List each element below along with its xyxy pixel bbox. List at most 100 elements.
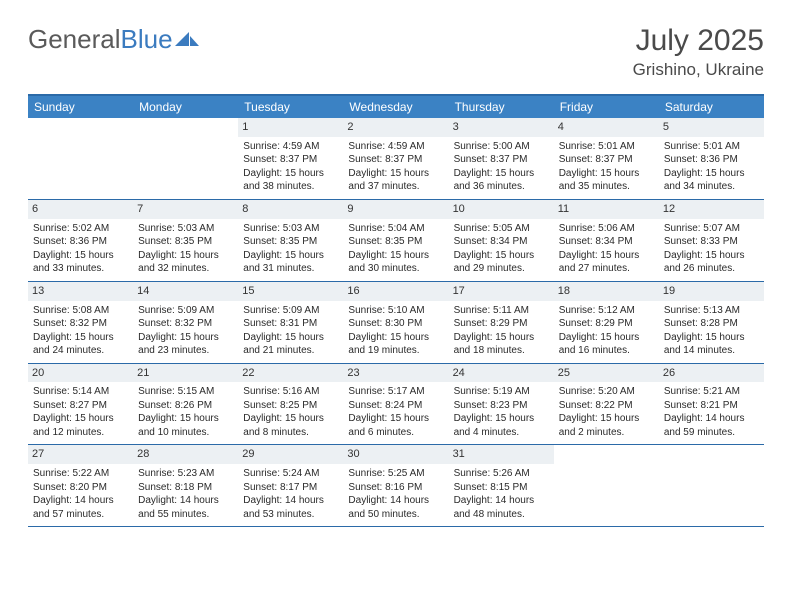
- sunrise-line: Sunrise: 4:59 AM: [348, 140, 443, 154]
- day-cell: 31 Sunrise: 5:26 AMSunset: 8:15 PMDayligh…: [449, 445, 554, 526]
- sunset-line: Sunset: 8:30 PM: [348, 317, 443, 331]
- day-cell: 26Sunrise: 5:21 AMSunset: 8:21 PMDayligh…: [659, 364, 764, 445]
- dayhead-sat: Saturday: [659, 96, 764, 118]
- sunrise-line: Sunrise: 5:08 AM: [33, 304, 128, 318]
- day-number: 30: [343, 445, 448, 464]
- sunset-line: Sunset: 8:37 PM: [454, 153, 549, 167]
- sunrise-line: Sunrise: 5:03 AM: [243, 222, 338, 236]
- logo-text-gray: General: [28, 24, 121, 55]
- daylight-line: Daylight: 15 hours and 35 minutes.: [559, 167, 654, 194]
- sunset-line: Sunset: 8:28 PM: [664, 317, 759, 331]
- sunrise-line: Sunrise: 5:24 AM: [243, 467, 338, 481]
- sunrise-line: Sunrise: 5:02 AM: [33, 222, 128, 236]
- daylight-line: Daylight: 15 hours and 23 minutes.: [138, 331, 233, 358]
- dayhead-sun: Sunday: [28, 96, 133, 118]
- day-number: 25: [554, 364, 659, 383]
- daylight-line: Daylight: 15 hours and 31 minutes.: [243, 249, 338, 276]
- sunrise-line: Sunrise: 5:12 AM: [559, 304, 654, 318]
- sunset-line: Sunset: 8:29 PM: [559, 317, 654, 331]
- sunrise-line: Sunrise: 5:20 AM: [559, 385, 654, 399]
- dayhead-mon: Monday: [133, 96, 238, 118]
- daylight-line: Daylight: 15 hours and 8 minutes.: [243, 412, 338, 439]
- daylight-line: Daylight: 15 hours and 16 minutes.: [559, 331, 654, 358]
- day-cell: 27Sunrise: 5:22 AMSunset: 8:20 PMDayligh…: [28, 445, 133, 526]
- sunrise-line: Sunrise: 5:10 AM: [348, 304, 443, 318]
- sunrise-line: Sunrise: 5:15 AM: [138, 385, 233, 399]
- daylight-line: Daylight: 15 hours and 26 minutes.: [664, 249, 759, 276]
- sunset-line: Sunset: 8:15 PM: [454, 481, 549, 495]
- day-number: 18: [554, 282, 659, 301]
- sunrise-line: Sunrise: 5:13 AM: [664, 304, 759, 318]
- day-number: 31: [449, 445, 554, 464]
- sunset-line: Sunset: 8:32 PM: [138, 317, 233, 331]
- title-block: July 2025 Grishino, Ukraine: [633, 24, 764, 80]
- page: GeneralBlue July 2025 Grishino, Ukraine …: [0, 0, 792, 551]
- daylight-line: Daylight: 15 hours and 27 minutes.: [559, 249, 654, 276]
- dayhead-tue: Tuesday: [238, 96, 343, 118]
- logo-text-blue: Blue: [121, 24, 173, 55]
- daylight-line: Daylight: 15 hours and 37 minutes.: [348, 167, 443, 194]
- daylight-line: Daylight: 14 hours and 57 minutes.: [33, 494, 128, 521]
- daylight-line: Daylight: 15 hours and 36 minutes.: [454, 167, 549, 194]
- day-cell: 19Sunrise: 5:13 AMSunset: 8:28 PMDayligh…: [659, 282, 764, 363]
- sunset-line: Sunset: 8:22 PM: [559, 399, 654, 413]
- daylight-line: Daylight: 15 hours and 6 minutes.: [348, 412, 443, 439]
- daylight-line: Daylight: 14 hours and 48 minutes.: [454, 494, 549, 521]
- sunset-line: Sunset: 8:37 PM: [243, 153, 338, 167]
- daylight-line: Daylight: 15 hours and 34 minutes.: [664, 167, 759, 194]
- day-cell: 18 Sunrise: 5:12 AMSunset: 8:29 PMDayligh…: [554, 282, 659, 363]
- sunrise-line: Sunrise: 5:14 AM: [33, 385, 128, 399]
- sunset-line: Sunset: 8:20 PM: [33, 481, 128, 495]
- week-row: 6 Sunrise: 5:02 AMSunset: 8:36 PM Daylight…: [28, 200, 764, 282]
- day-number: 15: [238, 282, 343, 301]
- day-number: 1: [238, 118, 343, 137]
- day-cell: 3Sunrise: 5:00 AMSunset: 8:37 PMDaylight…: [449, 118, 554, 199]
- day-cell: 20Sunrise: 5:14 AMSunset: 8:27 PMDayligh…: [28, 364, 133, 445]
- day-cell: 16 Sunrise: 5:10 AMSunset: 8:30 PMDayligh…: [343, 282, 448, 363]
- sunset-line: Sunset: 8:23 PM: [454, 399, 549, 413]
- day-cell: 30Sunrise: 5:25 AMSunset: 8:16 PMDayligh…: [343, 445, 448, 526]
- sunrise-line: Sunrise: 5:26 AM: [454, 467, 549, 481]
- day-cell: 7Sunrise: 5:03 AMSunset: 8:35 PMDaylight…: [133, 200, 238, 281]
- sunrise-line: Sunrise: 5:09 AM: [138, 304, 233, 318]
- day-cell: 12Sunrise: 5:07 AMSunset: 8:33 PMDayligh…: [659, 200, 764, 281]
- sunrise-line: Sunrise: 5:01 AM: [664, 140, 759, 154]
- day-cell: 23Sunrise: 5:17 AMSunset: 8:24 PMDayligh…: [343, 364, 448, 445]
- daylight-line: Daylight: 15 hours and 29 minutes.: [454, 249, 549, 276]
- sunset-line: Sunset: 8:16 PM: [348, 481, 443, 495]
- sunrise-line: Sunrise: 5:19 AM: [454, 385, 549, 399]
- empty-cell: [133, 118, 238, 199]
- sunrise-line: Sunrise: 5:16 AM: [243, 385, 338, 399]
- daylight-line: Daylight: 15 hours and 14 minutes.: [664, 331, 759, 358]
- daylight-line: Daylight: 15 hours and 10 minutes.: [138, 412, 233, 439]
- sunrise-line: Sunrise: 5:22 AM: [33, 467, 128, 481]
- sunset-line: Sunset: 8:31 PM: [243, 317, 338, 331]
- day-number: 10: [449, 200, 554, 219]
- daylight-line: Daylight: 15 hours and 4 minutes.: [454, 412, 549, 439]
- week-row: 20Sunrise: 5:14 AMSunset: 8:27 PMDayligh…: [28, 364, 764, 446]
- sunset-line: Sunset: 8:17 PM: [243, 481, 338, 495]
- location: Grishino, Ukraine: [633, 60, 764, 80]
- sunrise-line: Sunrise: 4:59 AM: [243, 140, 338, 154]
- sunset-line: Sunset: 8:25 PM: [243, 399, 338, 413]
- daylight-line: Daylight: 15 hours and 21 minutes.: [243, 331, 338, 358]
- day-cell: 17Sunrise: 5:11 AMSunset: 8:29 PMDayligh…: [449, 282, 554, 363]
- dayhead-fri: Friday: [554, 96, 659, 118]
- sunset-line: Sunset: 8:26 PM: [138, 399, 233, 413]
- day-cell: 4Sunrise: 5:01 AMSunset: 8:37 PMDaylight…: [554, 118, 659, 199]
- day-number: 23: [343, 364, 448, 383]
- sunrise-line: Sunrise: 5:01 AM: [559, 140, 654, 154]
- day-number: 26: [659, 364, 764, 383]
- daylight-line: Daylight: 15 hours and 18 minutes.: [454, 331, 549, 358]
- day-cell: 10Sunrise: 5:05 AMSunset: 8:34 PMDayligh…: [449, 200, 554, 281]
- day-cell: 13Sunrise: 5:08 AMSunset: 8:32 PMDayligh…: [28, 282, 133, 363]
- day-number: 13: [28, 282, 133, 301]
- day-number: 6: [28, 200, 133, 219]
- sunset-line: Sunset: 8:36 PM: [33, 235, 128, 249]
- day-number: 16: [343, 282, 448, 301]
- day-number: 22: [238, 364, 343, 383]
- sunset-line: Sunset: 8:29 PM: [454, 317, 549, 331]
- daylight-line: Daylight: 15 hours and 19 minutes.: [348, 331, 443, 358]
- sunrise-line: Sunrise: 5:11 AM: [454, 304, 549, 318]
- sunrise-line: Sunrise: 5:17 AM: [348, 385, 443, 399]
